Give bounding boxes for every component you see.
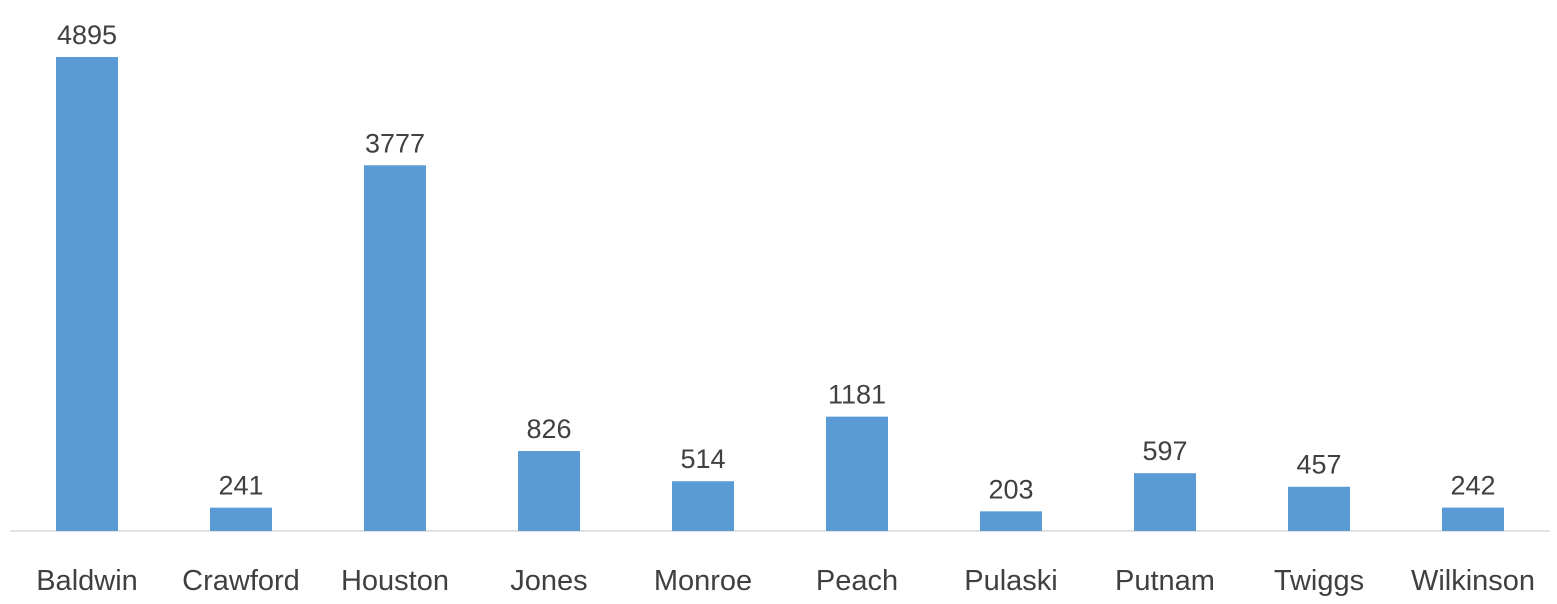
value-label-wilkinson: 242: [1450, 471, 1495, 501]
value-label-houston: 3777: [365, 128, 425, 158]
bar-baldwin: [56, 57, 118, 531]
value-label-monroe: 514: [680, 444, 725, 474]
bar-twiggs: [1288, 487, 1350, 531]
category-label-putnam: Putnam: [1115, 565, 1215, 597]
category-label-houston: Houston: [341, 565, 449, 597]
value-label-peach: 1181: [828, 380, 886, 410]
category-labels-layer: Baldwin Crawford Houston Jones Monroe Peach Pu…: [36, 565, 1535, 597]
bar-pulaski: [980, 511, 1042, 531]
bar-houston: [364, 165, 426, 531]
category-label-peach: Peach: [816, 565, 898, 597]
bar-wilkinson: [1442, 508, 1504, 531]
category-label-crawford: Crawford: [182, 565, 300, 597]
category-label-pulaski: Pulaski: [964, 565, 1058, 597]
value-labels-layer: 4895 241 3777 826 514 1181 203 597 457 242: [57, 20, 1496, 504]
value-label-pulaski: 203: [988, 474, 1033, 504]
category-label-monroe: Monroe: [654, 565, 752, 597]
category-label-wilkinson: Wilkinson: [1411, 565, 1535, 597]
category-label-baldwin: Baldwin: [36, 565, 138, 597]
bar-monroe: [672, 481, 734, 531]
category-label-twiggs: Twiggs: [1274, 565, 1364, 597]
value-label-baldwin: 4895: [57, 20, 117, 50]
category-label-jones: Jones: [510, 565, 587, 597]
value-label-jones: 826: [526, 414, 571, 444]
bar-peach: [826, 417, 888, 531]
bar-jones: [518, 451, 580, 531]
value-label-crawford: 241: [218, 471, 263, 501]
value-label-putnam: 597: [1142, 436, 1187, 466]
bar-putnam: [1134, 473, 1196, 531]
bars-layer: [56, 57, 1504, 531]
value-label-twiggs: 457: [1296, 450, 1341, 480]
bar-crawford: [210, 508, 272, 531]
